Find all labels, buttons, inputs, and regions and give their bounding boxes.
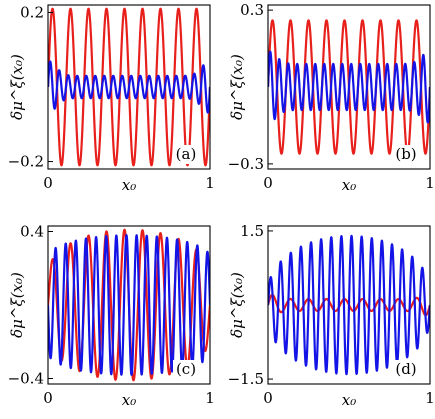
- axes-frame: [47, 225, 211, 385]
- panel-label: (d): [395, 360, 416, 378]
- x-axis-label: x₀: [342, 176, 356, 194]
- panel-2: 0.3 −0.30 1 x₀ δμ^ξ(x₀) (b): [228, 1, 435, 194]
- x-tick-label: 1: [205, 389, 215, 407]
- x-axis-label: x₀: [122, 176, 136, 194]
- y-axis-label: δμ^ξ(x₀): [8, 54, 26, 120]
- panel-4: 1.5 −1.50 1 x₀ δμ^ξ(x₀) (d): [228, 222, 435, 409]
- series-line-blue: [268, 234, 430, 376]
- panel-3: 0.4 −0.4 0 1 x₀ δμ^ξ(x₀) (c): [8, 223, 215, 409]
- x-tick-label: 0: [43, 174, 53, 192]
- x-tick-label: 1: [425, 174, 435, 192]
- series-line-blue: [48, 60, 210, 114]
- series-group: [268, 19, 430, 155]
- x-tick-label: 1: [205, 174, 215, 192]
- x-tick-label: 1: [425, 389, 435, 407]
- axes-frame: [47, 4, 211, 170]
- y-axis-label: δμ^ξ(x₀): [228, 54, 246, 120]
- axes-frame: [267, 225, 431, 385]
- x-tick-label: 0: [263, 389, 273, 407]
- panel-label-background: [393, 145, 421, 164]
- series-group: [268, 234, 430, 376]
- panel-label: (b): [395, 145, 416, 163]
- x-tick-label: 0: [263, 174, 273, 192]
- y-tick-label: 1.5: [240, 222, 264, 240]
- y-tick-label: 0.2: [20, 3, 44, 21]
- y-axis-label: δμ^ξ(x₀): [228, 272, 246, 338]
- series-group: [48, 7, 210, 167]
- series-group: [48, 228, 210, 382]
- axes-frame: [267, 4, 431, 170]
- panel-label-background: [173, 145, 201, 164]
- x-axis-label: x₀: [342, 391, 356, 409]
- y-tick-label: 0.4: [20, 223, 44, 241]
- panel-label: (c): [176, 360, 196, 378]
- y-axis-label: δμ^ξ(x₀): [8, 272, 26, 338]
- panel-1: 0.2 −0.2 0 1 x₀ δμ^ξ(x₀) (a): [8, 3, 215, 194]
- panel-label: (a): [176, 145, 197, 163]
- x-axis-label: x₀: [122, 391, 136, 409]
- panel-label-background: [393, 360, 421, 379]
- y-tick-label: −1.5: [228, 370, 264, 388]
- y-tick-label: −0.2: [8, 153, 44, 171]
- panel-label-background: [173, 360, 201, 379]
- y-tick-label: −0.4: [8, 369, 44, 387]
- y-tick-label: −0.3: [228, 155, 264, 173]
- series-line-blue: [268, 50, 430, 124]
- x-tick-label: 0: [43, 389, 53, 407]
- y-tick-label: 0.3: [240, 1, 264, 19]
